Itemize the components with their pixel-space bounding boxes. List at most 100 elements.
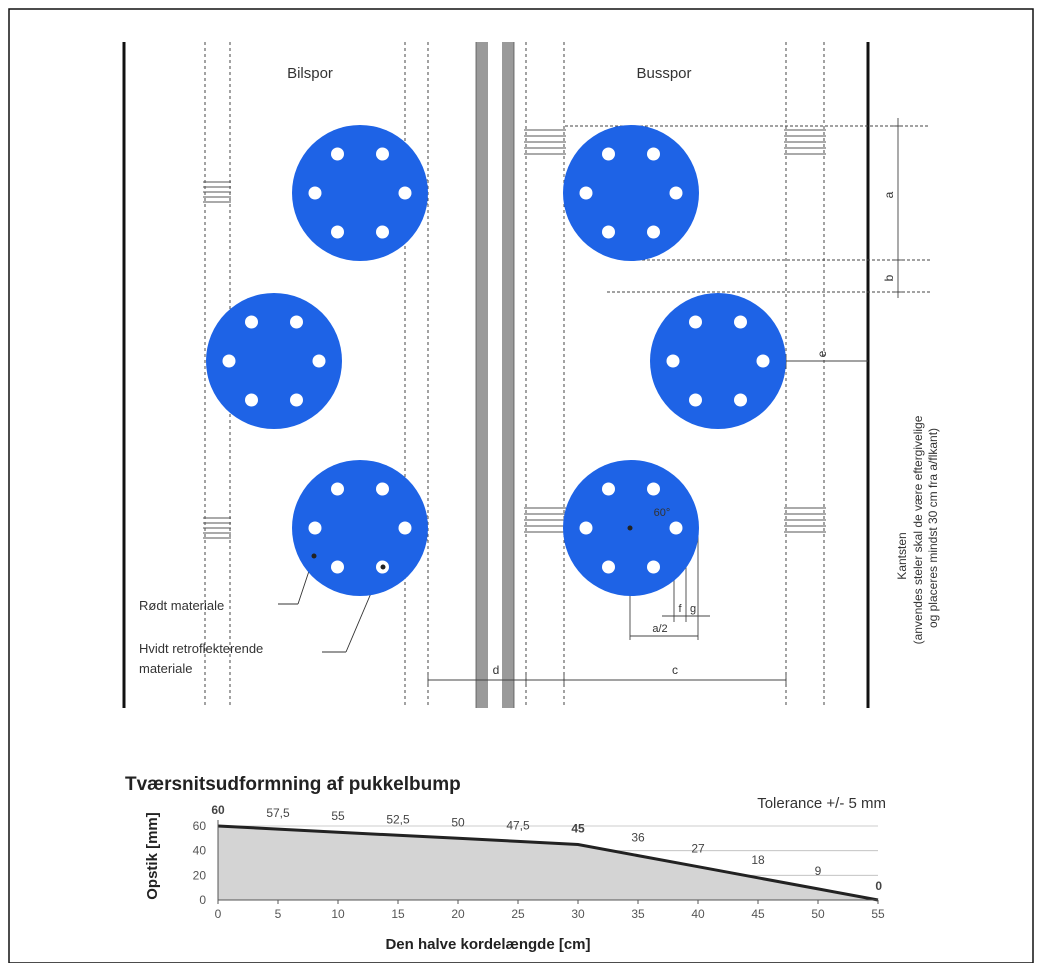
median-strip-left: [476, 42, 488, 708]
disc-center-marker: [627, 525, 633, 531]
reflector-dot: [756, 354, 770, 368]
reflector-dot: [290, 315, 303, 329]
bump-disc: [292, 125, 428, 261]
reflector-dot: [290, 393, 303, 407]
disc-circle: [563, 125, 699, 261]
red-material-marker: [311, 553, 317, 559]
kantsten-label-line3: og placeres mindst 30 cm fra a/flkant): [926, 428, 940, 628]
data-label: 36: [631, 831, 645, 845]
dim-label-a: a: [882, 191, 896, 198]
reflector-dot: [602, 147, 615, 161]
reflector-dot: [669, 521, 683, 535]
data-label: 18: [751, 853, 765, 867]
dim-label-a2: a/2: [652, 623, 667, 635]
reflector-dot: [312, 354, 326, 368]
disc-circle: [206, 293, 342, 429]
y-axis-label: Opstik [mm]: [144, 812, 161, 900]
reflector-dot-detail: [380, 564, 386, 570]
kantsten-label-line2: (anvendes steler skal de være eftergivel…: [911, 415, 925, 644]
x-tick-label: 10: [331, 907, 345, 921]
y-tick-label: 40: [193, 844, 207, 858]
reflector-dot: [245, 393, 258, 407]
red-material-label: Rødt materiale: [139, 598, 224, 613]
data-label: 55: [331, 809, 345, 823]
reflector-dot: [245, 315, 258, 329]
profile-area: [218, 826, 878, 900]
reflector-dot: [331, 225, 344, 239]
dim-label-angle: 60°: [654, 507, 671, 519]
disc-circle: [292, 125, 428, 261]
data-label: 50: [451, 815, 465, 829]
x-tick-label: 20: [451, 907, 465, 921]
reflector-dot: [647, 225, 660, 239]
reflector-dot: [734, 315, 747, 329]
data-label: 45: [571, 822, 585, 836]
x-axis-label: Den halve kordelængde [cm]: [385, 936, 590, 953]
reflector-dot: [398, 521, 412, 535]
hatch-group: [203, 517, 231, 539]
x-tick-label: 5: [275, 907, 282, 921]
data-label: 47,5: [506, 818, 530, 832]
x-tick-label: 35: [631, 907, 645, 921]
reflector-dot: [331, 560, 344, 574]
disc-circle: [650, 293, 786, 429]
reflector-dot: [689, 315, 702, 329]
reflector-dot: [602, 560, 615, 574]
dim-label-g: g: [690, 603, 696, 615]
x-tick-label: 30: [571, 907, 585, 921]
bump-disc: [206, 293, 342, 429]
reflector-dot: [647, 147, 660, 161]
bump-disc: [292, 460, 428, 596]
reflector-dot: [398, 186, 412, 200]
data-label: 57,5: [266, 806, 290, 820]
hatch-group: [524, 507, 566, 533]
x-tick-label: 40: [691, 907, 705, 921]
data-label: 0: [875, 879, 882, 893]
plan-view: Bilspor Busspor Rødt materiale Hvidt ret…: [122, 42, 940, 708]
data-label: 9: [815, 864, 822, 878]
reflector-dot: [579, 521, 593, 535]
white-material-label-line2: materiale: [139, 661, 192, 676]
reflector-dot: [602, 225, 615, 239]
data-label: 60: [211, 803, 225, 817]
reflector-dot: [308, 186, 322, 200]
cross-section-chart: 0 5 10 15 20 25 30 35 40 45 50 55 0 20 40 60 60 57,5 55 52,…: [193, 803, 885, 921]
lane-label-right: Busspor: [636, 65, 691, 82]
reflector-dot: [689, 393, 702, 407]
dim-label-f: f: [678, 603, 682, 615]
x-tick-label: 0: [215, 907, 222, 921]
chart-title: Tværsnitsudformning af pukkelbump: [125, 774, 461, 795]
reflector-dot: [331, 482, 344, 496]
x-tick-label: 15: [391, 907, 405, 921]
y-tick-label: 60: [193, 819, 207, 833]
lane-label-left: Bilspor: [287, 65, 333, 82]
reflector-dot: [647, 560, 660, 574]
median-strip-right: [502, 42, 514, 708]
white-material-label-line1: Hvidt retroflekterende: [139, 641, 263, 656]
reflector-dot: [331, 147, 344, 161]
data-label: 52,5: [386, 812, 410, 826]
reflector-dot: [579, 186, 593, 200]
hatch-group: [524, 129, 566, 155]
dim-label-b: b: [882, 274, 896, 281]
reflector-dot: [376, 482, 389, 496]
dim-label-e: e: [815, 350, 829, 357]
kantsten-label-line1: Kantsten: [895, 532, 909, 579]
disc-circle: [292, 460, 428, 596]
reflector-dot: [669, 186, 683, 200]
profile-line: [217, 824, 879, 902]
hatch-group: [784, 129, 826, 155]
hatch-marks: [203, 129, 826, 541]
dim-label-c: c: [672, 663, 678, 677]
y-tick-label: 0: [199, 893, 206, 907]
tolerance-label: Tolerance +/- 5 mm: [757, 795, 886, 812]
hatch-group: [784, 507, 826, 533]
x-tick-label: 25: [511, 907, 525, 921]
data-label: 27: [691, 842, 705, 856]
y-tick-label: 20: [193, 868, 207, 882]
x-tick-label: 50: [811, 907, 825, 921]
x-tick-label: 45: [751, 907, 765, 921]
bump-discs: [206, 125, 786, 596]
